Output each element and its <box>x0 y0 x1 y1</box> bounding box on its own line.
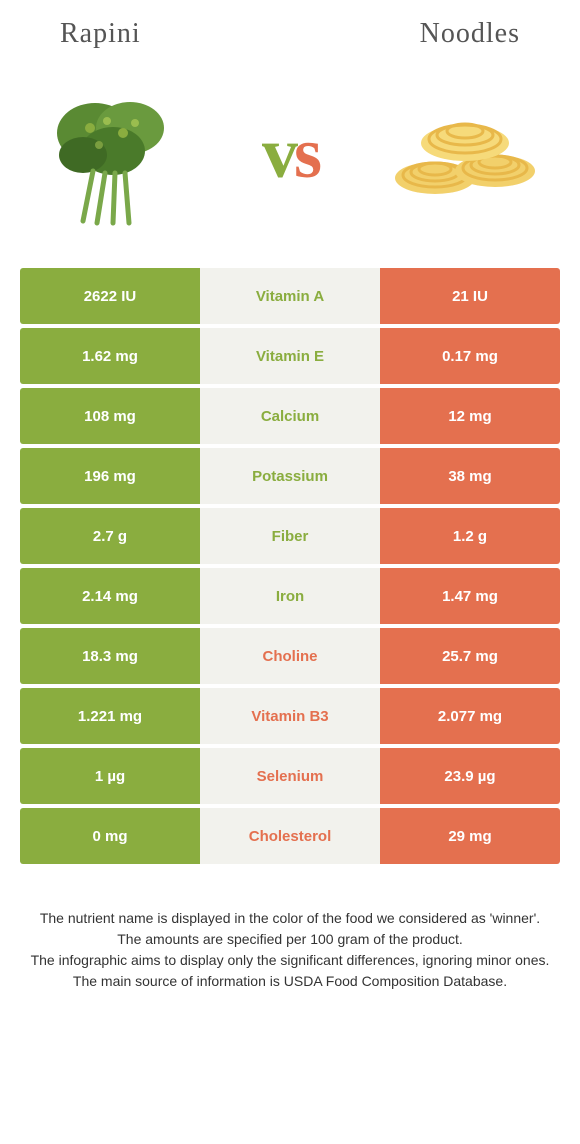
footer-line: The infographic aims to display only the… <box>25 950 555 971</box>
left-value: 2622 IU <box>20 268 200 324</box>
header: Rapini Noodles <box>0 0 580 58</box>
rapini-image <box>30 68 200 238</box>
right-value: 38 mg <box>380 448 560 504</box>
images-row: vs <box>0 58 580 268</box>
food-right-title: Noodles <box>420 18 520 50</box>
nutrient-label: Choline <box>200 628 380 684</box>
left-value: 0 mg <box>20 808 200 864</box>
right-value: 25.7 mg <box>380 628 560 684</box>
nutrient-label: Potassium <box>200 448 380 504</box>
table-row: 2622 IUVitamin A21 IU <box>20 268 560 324</box>
table-row: 1.221 mgVitamin B32.077 mg <box>20 688 560 744</box>
table-row: 2.7 gFiber1.2 g <box>20 508 560 564</box>
right-value: 21 IU <box>380 268 560 324</box>
right-value: 0.17 mg <box>380 328 560 384</box>
left-value: 196 mg <box>20 448 200 504</box>
vs-label: vs <box>262 112 318 195</box>
nutrient-label: Vitamin B3 <box>200 688 380 744</box>
noodles-image <box>380 68 550 238</box>
right-value: 1.2 g <box>380 508 560 564</box>
food-left-title: Rapini <box>60 18 141 50</box>
right-value: 12 mg <box>380 388 560 444</box>
footer-line: The amounts are specified per 100 gram o… <box>25 929 555 950</box>
right-value: 1.47 mg <box>380 568 560 624</box>
table-row: 2.14 mgIron1.47 mg <box>20 568 560 624</box>
table-row: 1 µgSelenium23.9 µg <box>20 748 560 804</box>
vs-s: s <box>294 113 318 193</box>
left-value: 1.221 mg <box>20 688 200 744</box>
footer-line: The nutrient name is displayed in the co… <box>25 908 555 929</box>
left-value: 2.14 mg <box>20 568 200 624</box>
nutrient-label: Vitamin A <box>200 268 380 324</box>
table-row: 0 mgCholesterol29 mg <box>20 808 560 864</box>
footer-notes: The nutrient name is displayed in the co… <box>0 868 580 992</box>
left-value: 1.62 mg <box>20 328 200 384</box>
left-value: 18.3 mg <box>20 628 200 684</box>
right-value: 23.9 µg <box>380 748 560 804</box>
left-value: 108 mg <box>20 388 200 444</box>
table-row: 1.62 mgVitamin E0.17 mg <box>20 328 560 384</box>
nutrient-table: 2622 IUVitamin A21 IU1.62 mgVitamin E0.1… <box>0 268 580 864</box>
left-value: 2.7 g <box>20 508 200 564</box>
nutrient-label: Fiber <box>200 508 380 564</box>
left-value: 1 µg <box>20 748 200 804</box>
table-row: 108 mgCalcium12 mg <box>20 388 560 444</box>
vs-v: v <box>262 113 294 193</box>
nutrient-label: Selenium <box>200 748 380 804</box>
right-value: 29 mg <box>380 808 560 864</box>
nutrient-label: Iron <box>200 568 380 624</box>
nutrient-label: Calcium <box>200 388 380 444</box>
table-row: 18.3 mgCholine25.7 mg <box>20 628 560 684</box>
footer-line: The main source of information is USDA F… <box>25 971 555 992</box>
nutrient-label: Vitamin E <box>200 328 380 384</box>
nutrient-label: Cholesterol <box>200 808 380 864</box>
right-value: 2.077 mg <box>380 688 560 744</box>
table-row: 196 mgPotassium38 mg <box>20 448 560 504</box>
